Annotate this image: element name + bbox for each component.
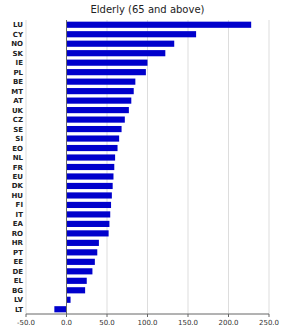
- bar: [67, 50, 166, 56]
- category-label: BE: [13, 78, 23, 86]
- tick-label: 100.0: [137, 319, 157, 327]
- category-label: FR: [13, 164, 24, 172]
- zero-line: [66, 20, 67, 314]
- grid: [26, 20, 269, 314]
- category-label: BG: [12, 287, 23, 295]
- bar: [67, 88, 134, 94]
- category-label: MT: [11, 88, 23, 96]
- title: Elderly (65 and above): [91, 4, 205, 15]
- bar: [67, 31, 197, 37]
- category-label: IE: [16, 59, 24, 67]
- bar: [67, 126, 122, 132]
- category-label: LU: [13, 21, 23, 29]
- grid-line: [26, 20, 27, 314]
- bar: [67, 278, 87, 284]
- bar: [67, 287, 86, 293]
- grid-line: [188, 20, 189, 314]
- bar: [67, 98, 132, 104]
- bar: [67, 211, 111, 217]
- bar: [67, 297, 71, 303]
- bar: [54, 306, 66, 312]
- bars: [54, 22, 251, 313]
- category-label: SI: [15, 135, 23, 143]
- bar: [67, 79, 136, 85]
- tick-label: -50.0: [17, 319, 35, 327]
- bar: [67, 22, 252, 28]
- tick-label: 50.0: [99, 319, 115, 327]
- bar: [67, 69, 146, 75]
- tick-label: 150.0: [178, 319, 198, 327]
- bar: [67, 183, 113, 189]
- grid-line: [66, 20, 67, 314]
- category-label: UK: [12, 107, 24, 115]
- tick-label: 250.0: [259, 319, 279, 327]
- category-label: PT: [13, 249, 23, 257]
- category-label: SE: [13, 126, 23, 134]
- category-label: EL: [14, 277, 24, 285]
- category-label: HU: [11, 192, 23, 200]
- bar: [67, 145, 118, 151]
- category-label: EU: [13, 173, 24, 181]
- bar: [67, 135, 120, 141]
- category-label: EE: [13, 258, 23, 266]
- category-label: PL: [13, 69, 23, 77]
- bar: [67, 164, 115, 170]
- chart: Elderly (65 and above) -50.0 0.0 50.0 100.0 1…: [0, 0, 283, 330]
- category-label: CY: [13, 31, 24, 39]
- category-label: NO: [11, 40, 23, 48]
- bar: [67, 173, 114, 179]
- bar: [67, 107, 129, 113]
- category-label: IT: [16, 211, 24, 219]
- category-label: AT: [13, 97, 23, 105]
- category-label: SK: [13, 50, 24, 58]
- category-label: EA: [13, 220, 24, 228]
- bar: [67, 202, 112, 208]
- bar: [67, 41, 175, 47]
- category-label: EO: [12, 145, 23, 153]
- grid-line: [228, 20, 229, 314]
- bar: [67, 259, 95, 265]
- bar: [67, 268, 93, 274]
- tick-label: 200.0: [218, 319, 238, 327]
- category-label: FI: [16, 201, 23, 209]
- category-label: DK: [12, 182, 24, 190]
- category-label: HR: [12, 239, 24, 247]
- bar: [67, 230, 109, 236]
- bar: [67, 240, 99, 246]
- category-label: CZ: [13, 116, 23, 124]
- tick-label: 0.0: [61, 319, 72, 327]
- x-axis-line: [26, 314, 269, 315]
- bar: [67, 249, 98, 255]
- category-label: DE: [12, 268, 23, 276]
- category-label: LV: [14, 296, 23, 304]
- grid-line: [269, 20, 270, 314]
- bar: [67, 116, 125, 122]
- category-label: RO: [12, 230, 23, 238]
- bar: [67, 154, 116, 160]
- bar: [67, 221, 110, 227]
- category-label: LT: [15, 306, 23, 314]
- bar: [67, 60, 148, 66]
- category-label: NL: [13, 154, 24, 162]
- bar: [67, 192, 112, 198]
